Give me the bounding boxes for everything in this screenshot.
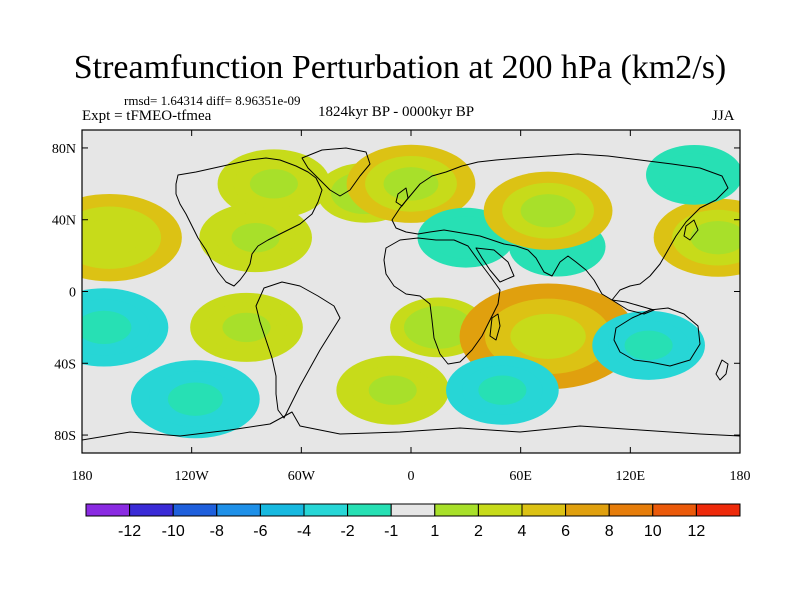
coastline-madagascar: [489, 313, 501, 341]
colorbar-label: 1: [430, 523, 439, 540]
anomaly-contour: [690, 221, 740, 255]
y-tick-label: 40S: [54, 357, 76, 372]
x-tick-label: 120E: [616, 469, 646, 484]
anomaly-contour: [82, 310, 132, 345]
coastlines: [82, 147, 740, 441]
x-tick-label: 60W: [288, 469, 316, 484]
colorbar-swatch: [172, 503, 218, 517]
x-tick-label: 0: [408, 469, 415, 484]
colorbar-label: -12: [118, 523, 141, 540]
colorbar-swatch: [129, 503, 174, 517]
anomaly-2: [82, 288, 169, 367]
coastline-indonesia: [611, 299, 655, 315]
coastline-greenland: [301, 147, 371, 197]
anomaly-8: [346, 144, 476, 223]
y-tick-label: 40N: [52, 214, 76, 229]
coastline-arabia: [475, 247, 515, 283]
colorbar-label: 4: [518, 523, 527, 540]
colorbar-swatch: [477, 503, 523, 517]
anomaly-18: [646, 144, 740, 205]
axis-ticks: [81, 130, 741, 453]
coastline-antarctica: [82, 411, 740, 441]
colorbar-swatch: [565, 503, 610, 517]
anomaly-contour: [624, 330, 673, 361]
anomaly-14: [446, 355, 559, 425]
anomaly-15: [483, 171, 613, 250]
anomaly-16: [592, 310, 705, 380]
colorbar-swatch: [85, 503, 131, 517]
anomaly-17: [653, 198, 740, 277]
colorbar-swatch: [259, 503, 305, 517]
map-title: Streamfunction Perturbation at 200 hPa (…: [73, 49, 727, 86]
y-tick-label: 80N: [52, 142, 76, 157]
x-tick-label: 180: [730, 469, 751, 484]
coastline-eurasia: [391, 153, 729, 301]
coastline-south-america: [255, 281, 341, 419]
colorbar-swatch: [521, 503, 567, 517]
period-label: 1824kyr BP - 0000kyr BP: [318, 104, 475, 120]
colorbar-label: -6: [253, 523, 267, 540]
colorbar-swatch: [347, 503, 392, 517]
colorbar: -12 -10 -8 -6 -4 -2 -1 1 2 4 6 8 10 12: [85, 503, 741, 540]
anomaly-contour: [222, 312, 271, 343]
anomaly-contour: [167, 382, 223, 416]
x-tick-label: 180: [72, 469, 93, 484]
anomaly-6: [190, 292, 303, 362]
colorbar-label: 6: [561, 523, 570, 540]
axis-tick-labels: 180 120W 60W 0 60E 120E 180 80N 40N 0 40S 80S: [52, 142, 751, 484]
colorbar-swatch: [695, 503, 741, 517]
colorbar-label: -1: [384, 523, 398, 540]
anomaly-contour: [403, 306, 473, 349]
coastline-north-america: [175, 157, 323, 287]
colorbar-label: 2: [474, 523, 483, 540]
coastline-japan: [683, 219, 699, 241]
anomaly-contour: [520, 194, 576, 228]
colorbar-swatch: [390, 503, 436, 517]
colorbar-label: -2: [340, 523, 354, 540]
colorbar-label: -8: [210, 523, 224, 540]
colorbar-label: -10: [162, 523, 185, 540]
anomaly-contour: [249, 169, 298, 199]
colorbar-swatch: [434, 503, 479, 517]
anomaly-13: [336, 355, 450, 425]
anomaly-4: [199, 203, 312, 273]
x-tick-label: 120W: [175, 469, 210, 484]
season-label: JJA: [712, 108, 735, 124]
colorbar-label: -4: [297, 523, 311, 540]
y-tick-label: 0: [69, 286, 76, 301]
colorbar-swatch: [608, 503, 654, 517]
anomaly-contour: [659, 153, 729, 197]
coastline-uk: [395, 187, 409, 207]
anomaly-contour: [231, 222, 280, 253]
anomaly-1: [82, 193, 182, 282]
anomaly-layer: [82, 144, 740, 439]
y-tick-label: 80S: [54, 429, 76, 444]
coastline-new-zealand: [715, 359, 729, 381]
anomaly-contour: [82, 219, 141, 257]
anomaly-contour: [383, 167, 439, 201]
colorbar-swatch: [652, 503, 697, 517]
anomaly-12: [459, 283, 637, 390]
anomaly-contour: [510, 313, 586, 359]
anomaly-5: [217, 149, 331, 219]
anomaly-3: [130, 360, 260, 439]
experiment-label: Expt = tFMEO-tfmea: [82, 108, 212, 124]
anomaly-contour: [478, 375, 527, 405]
coastline-africa: [383, 237, 501, 365]
colorbar-label: 10: [644, 523, 662, 540]
colorbar-label: 8: [605, 523, 614, 540]
colorbar-label: 12: [688, 523, 706, 540]
rmsd-stats: rmsd= 1.64314 diff= 8.96351e-09: [124, 93, 301, 108]
colorbar-swatch: [216, 503, 261, 517]
anomaly-contour: [368, 375, 417, 405]
colorbar-swatch: [303, 503, 349, 517]
x-tick-label: 60E: [509, 469, 532, 484]
